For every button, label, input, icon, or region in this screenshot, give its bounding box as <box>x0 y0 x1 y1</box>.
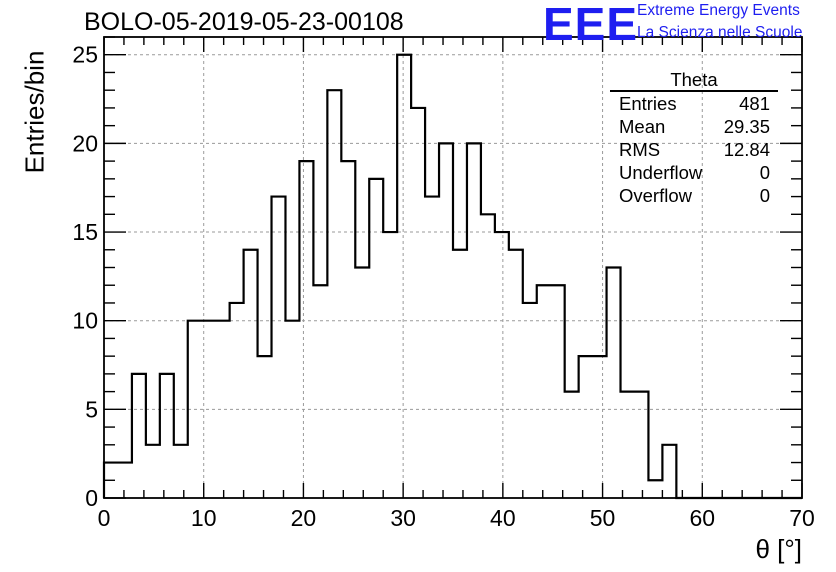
histogram-series <box>102 53 802 500</box>
histogram-bin <box>369 179 383 498</box>
logo-subtitle-1: Extreme Energy Events <box>637 2 800 19</box>
histogram-bin <box>383 232 397 498</box>
stats-row-entries: Entries 481 <box>610 92 778 115</box>
stats-label: Mean <box>619 116 666 137</box>
stats-box: Theta Entries 481 Mean 29.35 RMS 12.84 U… <box>610 68 778 207</box>
histogram-bin <box>425 197 439 498</box>
stats-label: Overflow <box>619 185 692 206</box>
histogram-bin <box>146 445 160 498</box>
eee-logo: EEE <box>543 0 639 50</box>
stats-label: RMS <box>619 139 661 160</box>
histogram-bin <box>285 321 299 498</box>
histogram-bin <box>537 285 551 498</box>
histogram-bin <box>634 392 648 498</box>
x-tick-label: 60 <box>689 505 715 531</box>
histogram-bin <box>355 268 369 499</box>
histogram-bin <box>327 90 341 498</box>
stats-title: Theta <box>610 68 778 92</box>
histogram-bin <box>662 445 676 498</box>
histogram-bin <box>230 303 244 498</box>
stats-value: 0 <box>759 185 770 206</box>
histogram-bin <box>439 143 453 498</box>
x-tick-label: 0 <box>98 505 111 531</box>
histogram-bin <box>188 321 202 498</box>
x-tick-label: 30 <box>390 505 416 531</box>
histogram-bin <box>216 321 230 498</box>
histogram-bin <box>607 268 621 499</box>
histogram-bin <box>523 303 537 498</box>
y-tick-label: 5 <box>85 396 98 422</box>
histogram-bin <box>648 480 662 498</box>
stats-label: Underflow <box>619 162 703 183</box>
stats-row-mean: Mean 29.35 <box>610 115 778 138</box>
histogram-bin <box>593 356 607 498</box>
y-tick-label: 25 <box>72 42 98 68</box>
y-tick-label: 20 <box>72 130 98 156</box>
logo-subtitle-2: La Scienza nelle Scuole <box>637 24 803 41</box>
histogram-bin <box>579 356 593 498</box>
histogram-bin <box>132 374 146 498</box>
x-tick-label: 10 <box>191 505 217 531</box>
stats-value: 12.84 <box>723 139 770 160</box>
stats-value: 0 <box>759 162 770 183</box>
histogram-bin <box>495 232 509 498</box>
histogram-bin <box>621 392 635 498</box>
histogram-bin <box>411 108 425 498</box>
x-axis-label: θ [°] <box>755 534 802 564</box>
stats-row-overflow: Overflow 0 <box>610 184 778 207</box>
histogram-bin <box>118 463 132 498</box>
chart-title: BOLO-05-2019-05-23-00108 <box>84 8 404 36</box>
histogram-bin <box>467 143 481 498</box>
stats-row-rms: RMS 12.84 <box>610 138 778 161</box>
y-axis-label: Entries/bin <box>19 50 50 174</box>
histogram-bin <box>481 214 495 498</box>
histogram-bin <box>244 250 258 498</box>
histogram-bin <box>509 250 523 498</box>
x-tick-label: 40 <box>490 505 516 531</box>
stats-value: 29.35 <box>723 116 770 137</box>
x-tick-label: 50 <box>590 505 616 531</box>
x-tick-label: 70 <box>789 505 815 531</box>
stats-row-underflow: Underflow 0 <box>610 161 778 184</box>
x-tick-label: 20 <box>291 505 317 531</box>
stats-label: Entries <box>619 93 677 114</box>
histogram-outline <box>102 53 802 500</box>
histogram-bin <box>202 321 216 498</box>
histogram-bin <box>551 285 565 498</box>
histogram-bin <box>299 161 313 498</box>
y-tick-label: 0 <box>85 485 98 511</box>
histogram-bin <box>272 197 286 498</box>
axes <box>103 36 803 499</box>
histogram-bin <box>258 356 272 498</box>
tick-labels: 0 10 20 30 40 50 60 70 0 5 10 15 20 25 <box>72 42 814 531</box>
histogram-bin <box>160 374 174 498</box>
histogram-bin <box>453 250 467 498</box>
y-tick-label: 15 <box>72 219 98 245</box>
histogram-bin <box>174 445 188 498</box>
histogram-bin <box>397 55 411 498</box>
stats-value: 481 <box>739 93 770 114</box>
histogram-bin <box>341 161 355 498</box>
y-tick-label: 10 <box>72 308 98 334</box>
histogram-bin <box>565 392 579 498</box>
histogram-bin <box>313 285 327 498</box>
